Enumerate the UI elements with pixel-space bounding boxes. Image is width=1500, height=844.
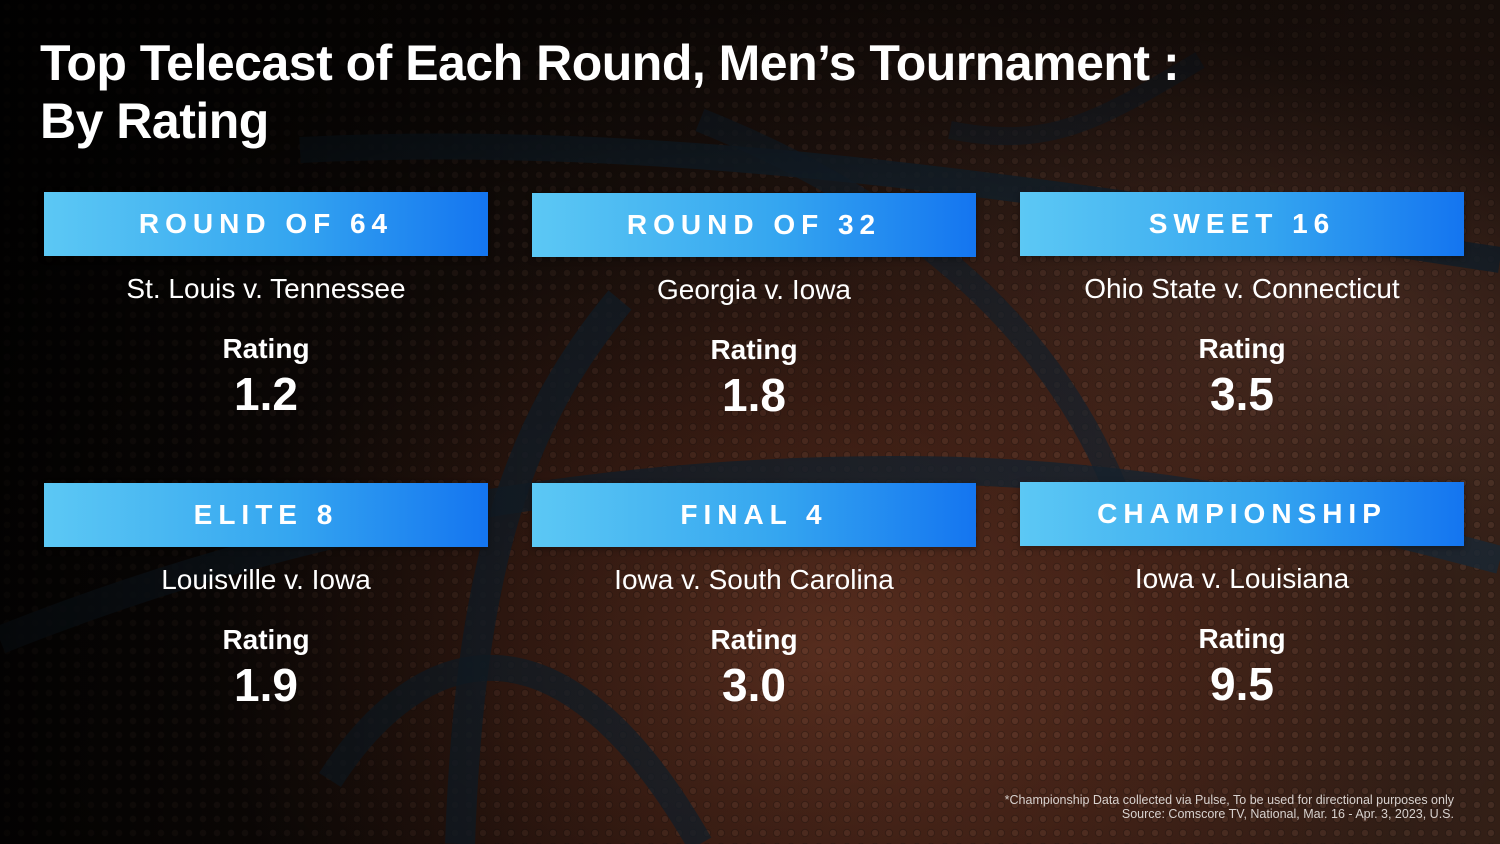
rating-value: 9.5 bbox=[1210, 658, 1274, 710]
matchup-text: Iowa v. South Carolina bbox=[614, 564, 894, 595]
matchup-text: Louisville v. Iowa bbox=[161, 564, 371, 595]
round-banner: ROUND OF 64 bbox=[44, 192, 488, 256]
page-title-line-1: Top Telecast of Each Round, Men’s Tourna… bbox=[40, 35, 1180, 91]
rating-value: 1.2 bbox=[234, 368, 298, 420]
rating-label: Rating bbox=[222, 624, 310, 655]
card-round-of-64: ROUND OF 64 St. Louis v. Tennessee Ratin… bbox=[44, 192, 488, 419]
matchup-text: Georgia v. Iowa bbox=[656, 274, 852, 305]
card-elite-8: ELITE 8 Louisville v. Iowa Rating 1.9 bbox=[44, 483, 488, 710]
matchup-text: St. Louis v. Tennessee bbox=[126, 273, 406, 304]
footnote-disclaimer: *Championship Data collected via Pulse, … bbox=[1004, 793, 1454, 807]
round-banner: CHAMPIONSHIP bbox=[1020, 482, 1464, 546]
round-banner: ELITE 8 bbox=[44, 483, 488, 547]
round-banner: SWEET 16 bbox=[1020, 192, 1464, 256]
rating-value: 3.5 bbox=[1210, 368, 1274, 420]
page-title: Top Telecast of Each Round, Men’s Tourna… bbox=[40, 34, 1340, 150]
rating-label: Rating bbox=[1198, 333, 1286, 364]
rating-value: 1.8 bbox=[722, 369, 786, 421]
rating-label: Rating bbox=[710, 624, 798, 655]
card-championship: CHAMPIONSHIP Iowa v. Louisiana Rating 9.… bbox=[1020, 482, 1464, 709]
card-sweet-16: SWEET 16 Ohio State v. Connecticut Ratin… bbox=[1020, 192, 1464, 419]
matchup-text: Ohio State v. Connecticut bbox=[1084, 273, 1400, 304]
rating-label: Rating bbox=[222, 333, 310, 364]
footnote: *Championship Data collected via Pulse, … bbox=[1005, 793, 1454, 821]
rating-label: Rating bbox=[1198, 623, 1286, 654]
rating-value: 3.0 bbox=[722, 659, 786, 711]
matchup-text: Iowa v. Louisiana bbox=[1134, 563, 1350, 594]
rating-label: Rating bbox=[710, 334, 798, 365]
rating-value: 1.9 bbox=[234, 659, 298, 711]
page-title-line-2: By Rating bbox=[40, 93, 269, 149]
card-final-4: FINAL 4 Iowa v. South Carolina Rating 3.… bbox=[532, 483, 976, 710]
card-round-of-32: ROUND OF 32 Georgia v. Iowa Rating 1.8 bbox=[532, 193, 976, 420]
round-banner: FINAL 4 bbox=[532, 483, 976, 547]
round-banner: ROUND OF 32 bbox=[532, 193, 976, 257]
footnote-source: Source: Comscore TV, National, Mar. 16 -… bbox=[1121, 807, 1454, 821]
